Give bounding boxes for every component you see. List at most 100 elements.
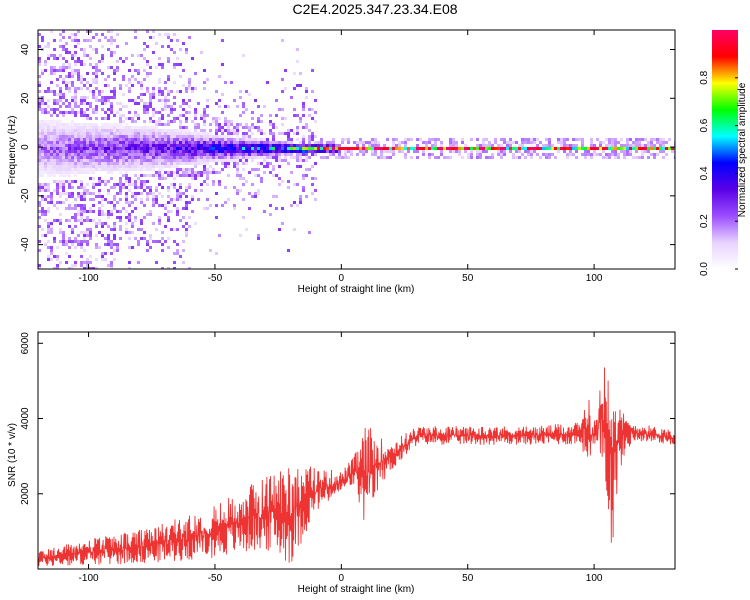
spectrogram-cell <box>317 144 320 147</box>
spectrogram-cell <box>53 237 56 240</box>
spectrogram-cell <box>113 234 116 237</box>
spectrogram-cell <box>41 123 44 126</box>
spectrogram-cell <box>50 54 53 57</box>
spectrogram-cell <box>242 54 245 57</box>
snr-x-tick-label: 100 <box>586 573 603 584</box>
spectrogram-cell <box>119 144 122 147</box>
spectrogram-cell <box>524 147 527 150</box>
spectrogram-cell <box>38 105 41 108</box>
spectrogram-cell <box>119 168 122 171</box>
spectrogram-cell <box>194 147 197 150</box>
spectrogram-cell <box>56 156 59 159</box>
spectrogram-cell <box>215 171 218 174</box>
spectrogram-cell <box>173 132 176 135</box>
spectrogram-cell <box>431 153 434 156</box>
spectrogram-cell <box>149 135 152 138</box>
spectrogram-cell <box>254 147 257 150</box>
spectrogram-cell <box>203 81 206 84</box>
spectrogram-cell <box>107 114 110 117</box>
spectrogram-cell <box>89 126 92 129</box>
spectrogram-cell <box>269 114 272 117</box>
spectrogram-cell <box>290 129 293 132</box>
spectrogram-cell <box>464 150 467 153</box>
spectrogram-cell <box>653 138 656 141</box>
spectrogram-cell <box>125 57 128 60</box>
spectrogram-cell <box>38 162 41 165</box>
spectrogram-cell <box>122 159 125 162</box>
spectrogram-cell <box>62 189 65 192</box>
spectrogram-cell <box>185 195 188 198</box>
spectrogram-cell <box>194 132 197 135</box>
spectrogram-cell <box>128 81 131 84</box>
spectrogram-cell <box>617 141 620 144</box>
spectrogram-cell <box>164 177 167 180</box>
spectrogram-cell <box>254 144 257 147</box>
spectrogram-cell <box>137 117 140 120</box>
spectrogram-cell <box>563 147 566 150</box>
spectrogram-cell <box>128 99 131 102</box>
spectrogram-cell <box>56 264 59 267</box>
spectrogram-cell <box>86 267 89 269</box>
spectrogram-cell <box>62 48 65 51</box>
spectrogram-cell <box>107 240 110 243</box>
spectrogram-cell <box>353 141 356 144</box>
spectrogram-cell <box>179 90 182 93</box>
spectrogram-cell <box>74 102 77 105</box>
spectrogram-cell <box>65 162 68 165</box>
spectrogram-cell <box>275 144 278 147</box>
spectrogram-cell <box>311 147 314 150</box>
spectrogram-cell <box>155 228 158 231</box>
spectrogram-cell <box>77 87 80 90</box>
spectrogram-cell <box>101 210 104 213</box>
spectrogram-cell <box>68 123 71 126</box>
spectrogram-cell <box>128 231 131 234</box>
spectrogram-cell <box>53 180 56 183</box>
spectrogram-cell <box>131 222 134 225</box>
spectrogram-cell <box>137 156 140 159</box>
spectrogram-cell <box>125 228 128 231</box>
spectrogram-cell <box>80 240 83 243</box>
spectrogram-cell <box>68 195 71 198</box>
spectrogram-cell <box>113 243 116 246</box>
spectrogram-cell <box>248 171 251 174</box>
spectrogram-cell <box>560 138 563 141</box>
spectrogram-cell <box>47 111 50 114</box>
spectrogram-cell <box>50 165 53 168</box>
spectrogram-cell <box>149 186 152 189</box>
spectrogram-cell <box>89 132 92 135</box>
spectrogram-cell <box>173 267 176 269</box>
spectrogram-cell <box>194 153 197 156</box>
spectrogram-cell <box>98 153 101 156</box>
spectrogram-cell <box>77 195 80 198</box>
spectrogram-cell <box>89 141 92 144</box>
spectrogram-cell <box>185 138 188 141</box>
spectrogram-cell <box>164 165 167 168</box>
spectrogram-cell <box>98 39 101 42</box>
spectrogram-cell <box>146 63 149 66</box>
spectrogram-cell <box>206 138 209 141</box>
spectrogram-cell <box>125 132 128 135</box>
spectrogram-cell <box>485 144 488 147</box>
spectrogram-cell <box>50 120 53 123</box>
spectrogram-cell <box>47 126 50 129</box>
spectrogram-cell <box>662 138 665 141</box>
spectrogram-cell <box>62 159 65 162</box>
spectrogram-cell <box>236 129 239 132</box>
spectrogram-cell <box>287 135 290 138</box>
spectrogram-cell <box>53 90 56 93</box>
spectrogram-cell <box>95 138 98 141</box>
spectrogram-cell <box>128 153 131 156</box>
spectrogram-cell <box>500 147 503 150</box>
spectrogram-cell <box>74 72 77 75</box>
spectrogram-cell <box>176 171 179 174</box>
spectrogram-cell <box>251 141 254 144</box>
spectrogram-cell <box>128 237 131 240</box>
spectrogram-cell <box>50 114 53 117</box>
spectrogram-cell <box>221 132 224 135</box>
spectrogram-cell <box>482 147 485 150</box>
spectrogram-cell <box>290 141 293 144</box>
spectrogram-cell <box>44 147 47 150</box>
spectrogram-cell <box>308 144 311 147</box>
spectrogram-cell <box>164 33 167 36</box>
spectrogram-cell <box>203 162 206 165</box>
